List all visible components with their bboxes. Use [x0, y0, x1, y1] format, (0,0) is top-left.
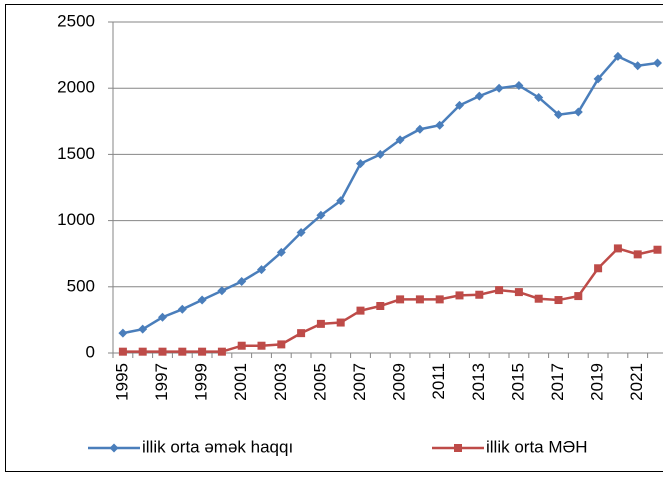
data-point	[475, 290, 484, 299]
data-point	[158, 312, 167, 322]
x-tick-label: 2021	[627, 363, 646, 401]
data-point	[474, 91, 484, 101]
data-point	[177, 304, 187, 314]
x-tick-label: 2013	[469, 363, 488, 401]
x-tick-label: 2003	[271, 363, 290, 401]
data-point	[198, 347, 207, 356]
x-tick-label: 1997	[152, 363, 171, 401]
data-point	[376, 301, 385, 310]
data-point	[633, 250, 642, 259]
data-point	[435, 120, 445, 130]
data-point	[356, 306, 365, 315]
data-point	[217, 347, 226, 356]
data-point	[237, 277, 247, 287]
y-tick-label: 1500	[57, 144, 95, 163]
y-tick-label: 2500	[57, 11, 95, 30]
x-tick-label: 1999	[192, 363, 211, 401]
x-tick-label: 2019	[588, 363, 607, 401]
data-point	[554, 110, 563, 120]
data-point	[534, 92, 544, 102]
x-tick-label: 2017	[548, 363, 567, 401]
data-point	[158, 347, 167, 356]
data-point	[237, 341, 246, 350]
legend-marker	[109, 443, 119, 453]
data-point	[435, 295, 444, 304]
data-point	[178, 347, 187, 356]
data-point	[336, 196, 346, 206]
x-tick-label: 2011	[429, 363, 448, 400]
y-tick-label: 500	[67, 276, 95, 295]
legend-marker	[454, 444, 462, 452]
data-point	[277, 340, 286, 349]
data-point	[514, 81, 524, 91]
series-line	[122, 54, 658, 335]
data-point	[613, 244, 622, 253]
data-point	[574, 292, 583, 301]
data-point	[396, 295, 405, 304]
data-point	[593, 74, 603, 84]
legend-label: illik orta MƏH	[486, 437, 588, 456]
data-point	[336, 318, 345, 327]
x-tick-label: 2007	[350, 363, 369, 401]
data-point	[276, 247, 286, 257]
y-tick-label: 1000	[57, 210, 95, 229]
series-line	[122, 246, 658, 353]
legend-label: illik orta əmək haqqı	[142, 437, 293, 456]
data-point	[257, 265, 266, 275]
y-tick-label: 2000	[57, 78, 95, 97]
data-point	[217, 286, 227, 296]
data-point	[653, 58, 662, 68]
x-tick-label: 2015	[508, 363, 527, 401]
data-point	[494, 83, 504, 93]
data-point	[395, 135, 405, 145]
data-point	[415, 295, 424, 304]
chart-frame	[5, 4, 663, 472]
x-tick-label: 2005	[310, 363, 329, 401]
data-point	[316, 319, 325, 328]
data-point	[118, 347, 127, 356]
data-point	[296, 228, 306, 238]
data-point	[573, 107, 583, 117]
data-point	[138, 347, 147, 356]
data-point	[594, 264, 603, 273]
x-tick-label: 1995	[112, 363, 131, 401]
data-point	[356, 159, 365, 169]
x-tick-label: 2009	[390, 363, 409, 401]
data-point	[138, 324, 148, 334]
data-point	[455, 100, 464, 110]
data-point	[455, 291, 464, 300]
data-point	[415, 124, 425, 134]
data-point	[495, 286, 504, 295]
data-point	[297, 329, 306, 338]
data-point	[653, 245, 662, 254]
data-point	[514, 288, 523, 297]
data-point	[534, 294, 543, 303]
data-point	[118, 328, 128, 338]
data-point	[633, 61, 643, 71]
data-point	[613, 51, 623, 61]
data-point	[375, 149, 385, 159]
data-point	[554, 296, 563, 305]
data-point	[316, 210, 326, 220]
x-tick-label: 2001	[231, 363, 250, 401]
data-point	[197, 295, 207, 305]
data-point	[257, 341, 266, 350]
y-tick-label: 0	[86, 342, 95, 361]
